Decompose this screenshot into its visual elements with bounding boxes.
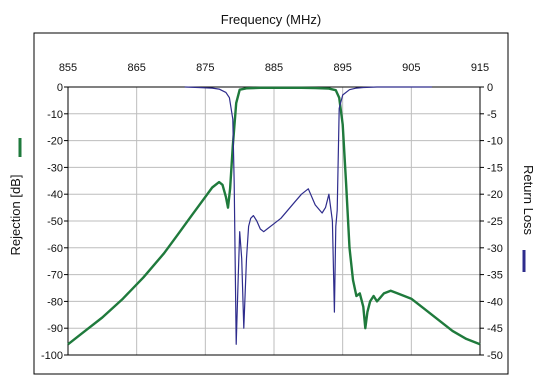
return-loss-line — [184, 86, 432, 345]
y-right-tick-label: -50 — [487, 350, 503, 362]
y-left-tick-label: -40 — [47, 189, 63, 201]
y-left-tick-label: -50 — [47, 216, 63, 228]
y-left-tick-label: -10 — [47, 109, 63, 121]
y-right-tick-label: -10 — [487, 136, 503, 148]
y-right-tick-label: -5 — [487, 109, 497, 121]
y-right-tick-label: -35 — [487, 270, 503, 282]
y-left-tick-label: -80 — [47, 296, 63, 308]
y-left-label: Rejection [dB] — [8, 175, 23, 256]
x-tick-label: 875 — [196, 62, 214, 74]
x-tick-labels: 855 865 875 885 895 905 915 — [59, 62, 489, 74]
y-right-tick-label: -15 — [487, 162, 503, 174]
y-left-tick-label: -90 — [47, 323, 63, 335]
y-left-tick-label: -70 — [47, 270, 63, 282]
y-left-tick-label: -60 — [47, 243, 63, 255]
y-left-tick-label: -100 — [41, 350, 63, 362]
y-right-tick-label: 0 — [487, 82, 493, 94]
x-tick-label: 865 — [127, 62, 145, 74]
y-left-tick-label: -20 — [47, 136, 63, 148]
y-left-tick-label: 0 — [57, 82, 63, 94]
y-right-tick-label: -25 — [487, 216, 503, 228]
grid — [64, 86, 484, 356]
y-left-tick-label: -30 — [47, 162, 63, 174]
y-right-tick-label: -40 — [487, 296, 503, 308]
x-tick-label: 895 — [333, 62, 351, 74]
rejection-line — [67, 86, 481, 346]
y-left-tick-labels: 0 -10 -20 -30 -40 -50 -60 -70 -80 -90 -100 — [41, 82, 63, 362]
x-tick-label: 885 — [265, 62, 283, 74]
y-right-label: Return Loss — [521, 165, 536, 236]
x-tick-label: 855 — [59, 62, 77, 74]
y-right-tick-label: -20 — [487, 189, 503, 201]
x-tick-label: 905 — [402, 62, 420, 74]
x-tick-label: 915 — [471, 62, 489, 74]
y-right-tick-labels: 0 -5 -10 -15 -20 -25 -30 -35 -40 -45 -50 — [487, 82, 503, 362]
outer-frame — [33, 32, 509, 375]
y-right-tick-label: -45 — [487, 323, 503, 335]
series-lines — [67, 86, 481, 346]
y-right-tick-label: -30 — [487, 243, 503, 255]
chart-title: Frequency (MHz) — [221, 12, 321, 27]
